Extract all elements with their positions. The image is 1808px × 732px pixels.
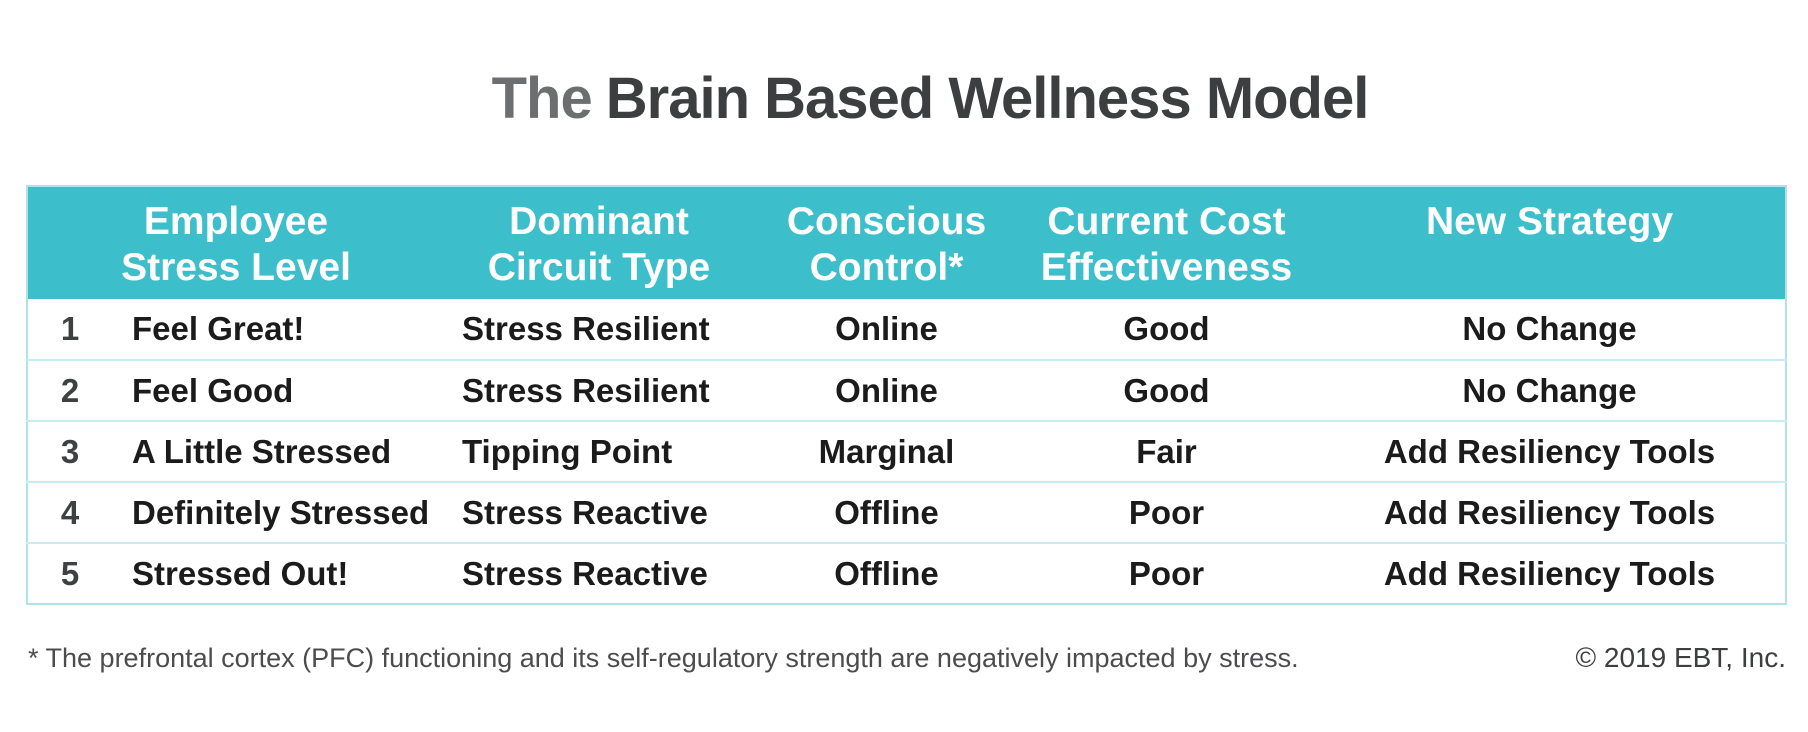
title-prefix: The (491, 66, 593, 131)
row-number: 3 (27, 420, 112, 482)
conscious-control-cell: Marginal (754, 420, 1019, 482)
row-number: 5 (27, 542, 112, 604)
copyright-label: © 2019 EBT, Inc. (1575, 642, 1786, 673)
header-line1: Dominant (509, 200, 689, 243)
table-row: 1 Feel Great! Stress Resilient Online Go… (27, 299, 1786, 360)
header-line2: Control* (809, 246, 964, 289)
cost-effectiveness-cell: Good (1019, 359, 1314, 421)
new-strategy-cell: Add Resiliency Tools (1314, 481, 1786, 543)
table-row: 3 A Little Stressed Tipping Point Margin… (27, 420, 1786, 482)
table-row: 4 Definitely Stressed Stress Reactive Of… (27, 481, 1786, 543)
col-header-current-cost-effectiveness: Current Cost Effectiveness (1019, 186, 1314, 299)
header-line2: Effectiveness (1040, 246, 1293, 289)
col-header-dominant-circuit-type: Dominant Circuit Type (444, 186, 754, 299)
header-line2: Circuit Type (487, 246, 711, 289)
header-line1: Conscious (786, 200, 987, 243)
stress-level-cell: Stressed Out! (112, 542, 444, 604)
circuit-type-cell: Tipping Point (444, 420, 754, 482)
new-strategy-cell: Add Resiliency Tools (1314, 420, 1786, 482)
circuit-type-cell: Stress Resilient (444, 359, 754, 421)
header-row: Employee Stress Level Dominant Circuit T… (27, 186, 1786, 299)
row-number: 4 (27, 481, 112, 543)
conscious-control-cell: Offline (754, 481, 1019, 543)
header-line1: Current Cost (1047, 200, 1286, 243)
table-row: 5 Stressed Out! Stress Reactive Offline … (27, 542, 1786, 604)
circuit-type-cell: Stress Reactive (444, 481, 754, 543)
stress-level-cell: Feel Good (112, 359, 444, 421)
col-header-new-strategy: New Strategy (1314, 186, 1786, 299)
conscious-control-cell: Online (754, 359, 1019, 421)
col-header-employee-stress-level: Employee Stress Level (27, 186, 444, 299)
cost-effectiveness-cell: Good (1123, 310, 1210, 347)
stress-level-cell: A Little Stressed (112, 420, 444, 482)
circuit-type-cell: Stress Reactive (444, 542, 754, 604)
header-line1: Employee (143, 200, 329, 243)
conscious-control-cell: Online (835, 310, 938, 347)
header-line1: New Strategy (1425, 200, 1674, 243)
header-line2: Stress Level (121, 246, 351, 289)
footnote: * The prefrontal cortex (PFC) functionin… (28, 643, 1299, 673)
cost-effectiveness-cell: Poor (1019, 481, 1314, 543)
footer: * The prefrontal cortex (PFC) functionin… (28, 642, 1786, 674)
new-strategy-cell: No Change (1462, 310, 1637, 347)
new-strategy-cell: No Change (1314, 359, 1786, 421)
stress-level-cell: Feel Great! (132, 310, 305, 347)
circuit-type-cell: Stress Resilient (462, 310, 710, 347)
title-main: Brain Based Wellness Model (605, 66, 1370, 131)
row-number: 1 (60, 310, 80, 347)
cost-effectiveness-cell: Fair (1019, 420, 1314, 482)
col-header-conscious-control: Conscious Control* (754, 186, 1019, 299)
new-strategy-cell: Add Resiliency Tools (1314, 542, 1786, 604)
wellness-model-table: Employee Stress Level Dominant Circuit T… (26, 185, 1787, 605)
table-row: 2 Feel Good Stress Resilient Online Good… (27, 359, 1786, 421)
page-title: The Brain Based Wellness Model (26, 70, 1808, 128)
row-number: 2 (27, 359, 112, 421)
cost-effectiveness-cell: Poor (1019, 542, 1314, 604)
conscious-control-cell: Offline (754, 542, 1019, 604)
stress-level-cell: Definitely Stressed (112, 481, 444, 543)
